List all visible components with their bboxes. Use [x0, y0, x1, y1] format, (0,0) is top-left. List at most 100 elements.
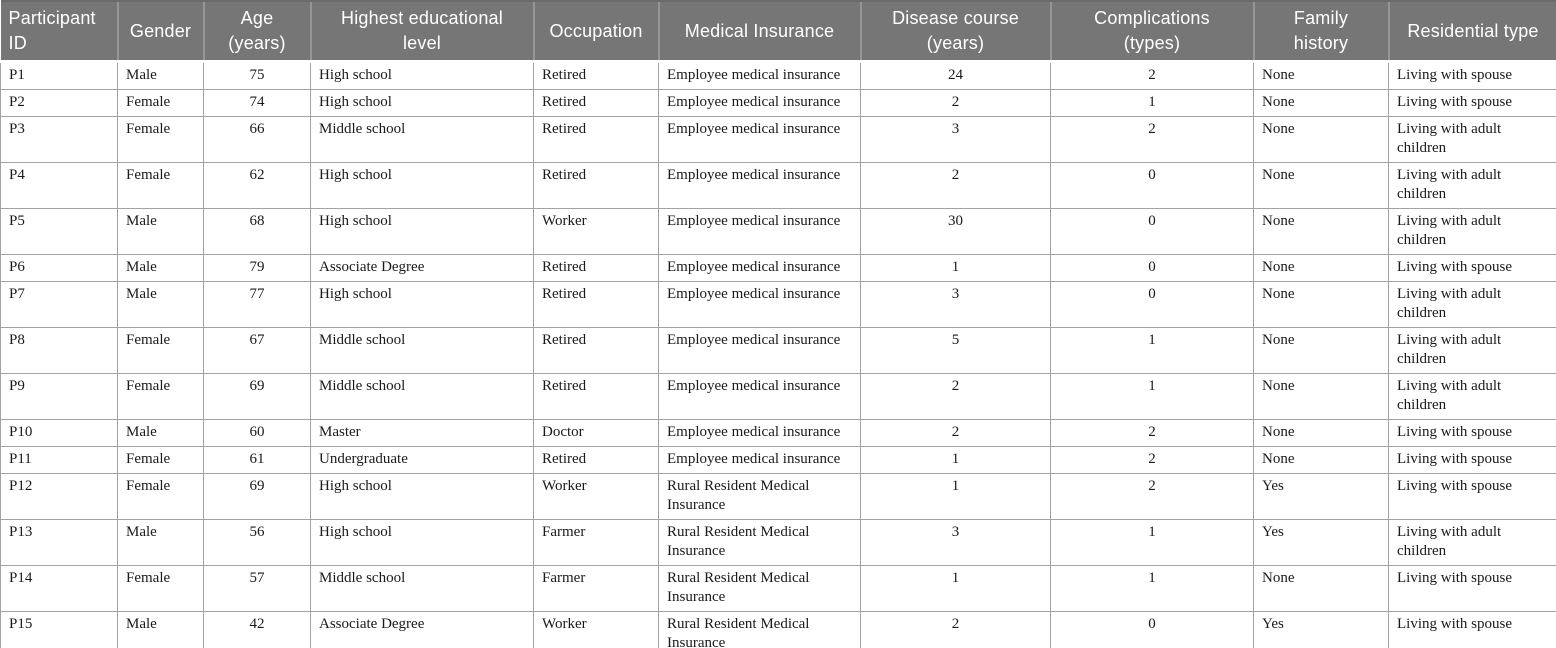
cell-participant-id: P15 [0, 611, 118, 648]
table-row-p9: P9 Female 69 Middle school Retired Employee m… [0, 373, 1556, 420]
table-row-p15: P15 Male 42 Associate Degree Worker Rural Res… [0, 611, 1556, 648]
cell-gender: Female [117, 565, 204, 612]
cell-gender: Female [117, 89, 204, 117]
cell-participant-id: P10 [0, 419, 118, 447]
cell-occupation: Worker [533, 473, 659, 520]
cell-age: 67 [203, 327, 311, 374]
cell-education: Middle school [310, 565, 534, 612]
cell-occupation: Retired [533, 61, 659, 90]
cell-disease-course: 2 [860, 419, 1051, 447]
column-header-participant-id: Participant ID [0, 0, 118, 63]
cell-family-history: None [1253, 446, 1389, 474]
cell-education: Middle school [310, 373, 534, 420]
cell-disease-course: 3 [860, 281, 1051, 328]
cell-disease-course: 2 [860, 611, 1051, 648]
cell-medical-insurance: Employee medical insurance [658, 162, 861, 209]
cell-age: 77 [203, 281, 311, 328]
cell-family-history: None [1253, 254, 1389, 282]
cell-participant-id: P4 [0, 162, 118, 209]
cell-residential-type: Living with adult children [1388, 519, 1556, 566]
cell-occupation: Retired [533, 327, 659, 374]
table-row-p1: P1 Male 75 High school Retired Employee medic… [0, 61, 1556, 90]
cell-complications: 2 [1050, 473, 1254, 520]
cell-complications: 2 [1050, 116, 1254, 163]
cell-participant-id: P7 [0, 281, 118, 328]
cell-family-history: None [1253, 565, 1389, 612]
cell-complications: 0 [1050, 254, 1254, 282]
cell-education: Middle school [310, 327, 534, 374]
cell-disease-course: 3 [860, 519, 1051, 566]
cell-medical-insurance: Employee medical insurance [658, 419, 861, 447]
cell-gender: Male [117, 61, 204, 90]
cell-medical-insurance: Employee medical insurance [658, 373, 861, 420]
cell-education: Associate Degree [310, 254, 534, 282]
header-row: Participant ID Gender Age (years) Highest e… [0, 0, 1556, 63]
cell-complications: 0 [1050, 611, 1254, 648]
column-header-disease-course: Disease course (years) [859, 0, 1051, 63]
cell-complications: 2 [1050, 446, 1254, 474]
cell-participant-id: P12 [0, 473, 118, 520]
cell-family-history: Yes [1253, 519, 1389, 566]
cell-occupation: Doctor [533, 419, 659, 447]
cell-education: High school [310, 519, 534, 566]
cell-disease-course: 24 [860, 61, 1051, 90]
cell-residential-type: Living with spouse [1388, 89, 1556, 117]
cell-age: 66 [203, 116, 311, 163]
cell-complications: 2 [1050, 419, 1254, 447]
cell-age: 57 [203, 565, 311, 612]
cell-residential-type: Living with spouse [1388, 473, 1556, 520]
cell-residential-type: Living with adult children [1388, 162, 1556, 209]
cell-gender: Female [117, 116, 204, 163]
cell-residential-type: Living with spouse [1388, 565, 1556, 612]
cell-age: 79 [203, 254, 311, 282]
cell-age: 42 [203, 611, 311, 648]
cell-disease-course: 2 [860, 373, 1051, 420]
cell-complications: 0 [1050, 281, 1254, 328]
cell-disease-course: 1 [860, 473, 1051, 520]
cell-residential-type: Living with adult children [1388, 281, 1556, 328]
cell-family-history: None [1253, 373, 1389, 420]
column-header-education: Highest educational level [309, 0, 534, 63]
cell-medical-insurance: Employee medical insurance [658, 327, 861, 374]
cell-participant-id: P13 [0, 519, 118, 566]
cell-complications: 1 [1050, 565, 1254, 612]
column-header-complications: Complications (types) [1049, 0, 1254, 63]
cell-family-history: None [1253, 162, 1389, 209]
cell-complications: 1 [1050, 519, 1254, 566]
cell-participant-id: P1 [0, 61, 118, 90]
table-row-p10: P10 Male 60 Master Doctor Employee medical in… [0, 419, 1556, 447]
column-header-medical-insurance: Medical Insurance [657, 0, 861, 63]
cell-participant-id: P3 [0, 116, 118, 163]
cell-education: High school [310, 61, 534, 90]
cell-family-history: None [1253, 327, 1389, 374]
column-header-residential-type: Residential type [1387, 0, 1556, 63]
table-row-p5: P5 Male 68 High school Worker Employee medica… [0, 208, 1556, 255]
cell-occupation: Farmer [533, 565, 659, 612]
cell-gender: Female [117, 373, 204, 420]
cell-family-history: None [1253, 208, 1389, 255]
cell-age: 69 [203, 473, 311, 520]
cell-gender: Female [117, 327, 204, 374]
cell-education: Associate Degree [310, 611, 534, 648]
cell-medical-insurance: Employee medical insurance [658, 61, 861, 90]
cell-disease-course: 1 [860, 254, 1051, 282]
cell-education: Middle school [310, 116, 534, 163]
cell-residential-type: Living with spouse [1388, 254, 1556, 282]
cell-residential-type: Living with spouse [1388, 446, 1556, 474]
cell-occupation: Retired [533, 254, 659, 282]
cell-residential-type: Living with spouse [1388, 61, 1556, 90]
cell-complications: 1 [1050, 373, 1254, 420]
table-row-p8: P8 Female 67 Middle school Retired Employee m… [0, 327, 1556, 374]
cell-education: High school [310, 208, 534, 255]
cell-medical-insurance: Employee medical insurance [658, 446, 861, 474]
cell-gender: Male [117, 254, 204, 282]
cell-disease-course: 1 [860, 446, 1051, 474]
cell-disease-course: 5 [860, 327, 1051, 374]
cell-gender: Male [117, 208, 204, 255]
cell-residential-type: Living with adult children [1388, 116, 1556, 163]
table-row-p3: P3 Female 66 Middle school Retired Employee m… [0, 116, 1556, 163]
cell-residential-type: Living with adult children [1388, 208, 1556, 255]
cell-complications: 1 [1050, 89, 1254, 117]
